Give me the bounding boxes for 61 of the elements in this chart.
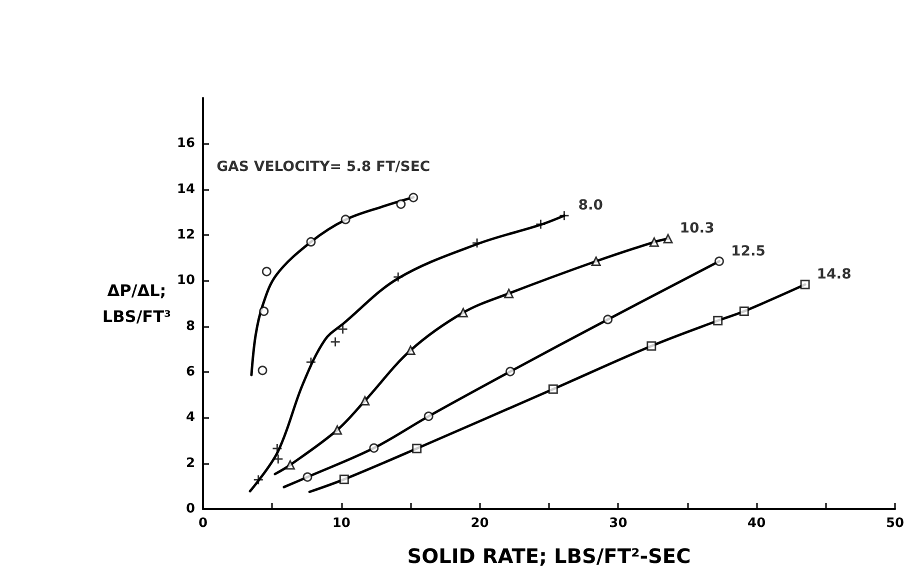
point [306,237,316,247]
point [558,210,570,221]
y-tick-label: 10 [176,273,195,288]
point [649,237,659,247]
point [506,366,515,376]
point [504,288,514,298]
series-label: 12.5 [730,243,766,260]
y-tick-label: 4 [186,410,195,426]
point [369,443,379,453]
point [424,412,434,422]
point [663,234,673,244]
point [408,192,418,202]
point [603,314,613,324]
y-tick-label: 2 [186,456,195,471]
point [302,472,312,482]
point [259,306,269,316]
y-tick-label: 14 [176,182,195,197]
point [258,366,268,376]
x-tick-label: 40 [748,516,766,531]
point [330,336,341,348]
point [253,474,264,486]
x-tick-label: 50 [886,516,904,531]
x-tick-label: 0 [198,516,208,531]
point [739,306,749,316]
point [272,443,282,454]
y-tick-label: 16 [176,136,195,152]
y-tick-label: 0 [186,502,195,516]
line-series [248,214,566,492]
point [472,238,482,248]
x-tick-label: 30 [609,516,628,531]
series-label: 14.8 [816,266,852,283]
point [396,199,406,209]
y-axis-title: ΔP/ΔL; LBS/FT³ [102,281,172,326]
point [591,256,601,266]
point [800,280,810,290]
point [339,474,349,484]
point [646,341,656,351]
x-tick-label: 20 [470,516,489,531]
y-tick-label: 12 [176,228,195,242]
point [548,384,558,394]
point [412,444,422,454]
point [332,425,342,435]
point [535,219,546,230]
point [714,256,724,266]
series-label: 8.0 [578,198,604,214]
point [338,324,348,334]
x-axis-title: SOLID RATE; LBS/FT²-SEC [407,544,691,568]
point [713,316,723,326]
point [406,346,416,356]
x-tick-label: 10 [332,516,350,531]
point [285,460,295,470]
point [360,396,370,406]
point [306,356,316,368]
point [340,214,350,224]
series-label: 10.3 [680,220,714,237]
point [392,272,404,282]
point [262,266,272,276]
series-label: GAS VELOCITY= 5.8 FT/SEC [216,158,430,175]
y-tick-label: 8 [186,318,195,334]
point [458,308,468,318]
y-tick-label: 6 [186,364,195,380]
